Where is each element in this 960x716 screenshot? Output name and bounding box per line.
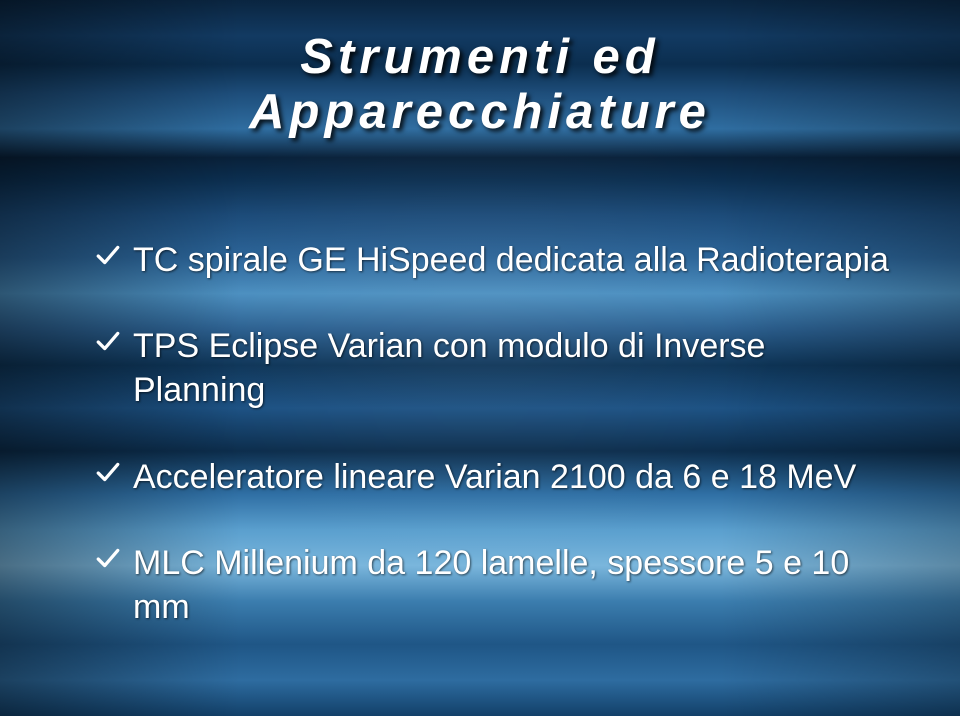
list-item: Acceleratore lineare Varian 2100 da 6 e … xyxy=(95,455,900,499)
checkmark-icon xyxy=(95,328,133,354)
list-item-text: MLC Millenium da 120 lamelle, spessore 5… xyxy=(133,541,900,629)
slide: Strumenti ed Apparecchiature TC spirale … xyxy=(0,0,960,716)
slide-title: Strumenti ed Apparecchiature xyxy=(0,30,960,140)
checkmark-icon xyxy=(95,242,133,268)
list-item-text: TPS Eclipse Varian con modulo di Inverse… xyxy=(133,324,900,412)
checkmark-icon xyxy=(95,459,133,485)
list-item-text: Acceleratore lineare Varian 2100 da 6 e … xyxy=(133,455,900,499)
list-item: TC spirale GE HiSpeed dedicata alla Radi… xyxy=(95,238,900,282)
list-item: TPS Eclipse Varian con modulo di Inverse… xyxy=(95,324,900,412)
checkmark-icon xyxy=(95,545,133,571)
bullet-list: TC spirale GE HiSpeed dedicata alla Radi… xyxy=(95,238,900,671)
title-line-1: Strumenti ed xyxy=(0,30,960,85)
list-item-text: TC spirale GE HiSpeed dedicata alla Radi… xyxy=(133,238,900,282)
title-line-2: Apparecchiature xyxy=(0,85,960,140)
list-item: MLC Millenium da 120 lamelle, spessore 5… xyxy=(95,541,900,629)
